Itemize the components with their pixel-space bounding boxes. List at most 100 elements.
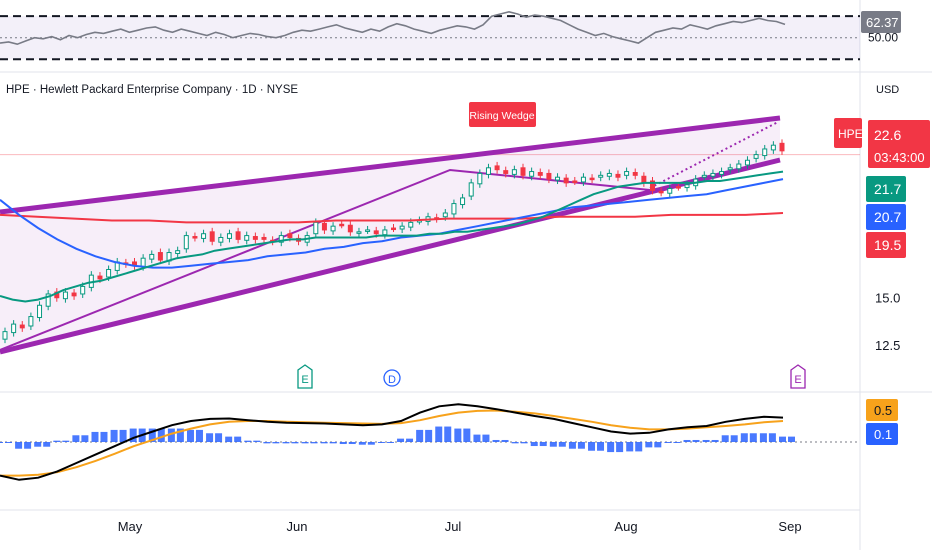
time-tick-label: Sep xyxy=(778,519,801,534)
pattern-label-box xyxy=(469,102,536,127)
macd-histogram-bar xyxy=(119,429,127,442)
macd-histogram-bar xyxy=(62,440,70,442)
macd-histogram-bar xyxy=(435,426,443,442)
macd-histogram-bar xyxy=(425,429,433,442)
macd-histogram-bar xyxy=(616,442,624,453)
macd-histogram-bar xyxy=(148,428,156,442)
candle xyxy=(252,236,258,240)
candle xyxy=(347,224,353,233)
rsi-line xyxy=(0,10,786,46)
candle xyxy=(667,188,673,194)
macd-histogram-bar xyxy=(339,442,347,445)
macd-histogram-bar xyxy=(72,435,80,442)
candle xyxy=(356,231,362,234)
macd-histogram-bar xyxy=(320,442,328,444)
earnings-marker xyxy=(297,364,313,389)
macd-histogram-bar xyxy=(291,442,299,444)
candle xyxy=(106,268,112,278)
candle xyxy=(183,235,189,250)
candle xyxy=(598,174,604,178)
macd-histogram-bar xyxy=(779,436,786,442)
macd-histogram-bar xyxy=(215,433,223,442)
macd-histogram-bar xyxy=(683,439,691,442)
candle xyxy=(244,235,250,241)
candle xyxy=(408,221,414,228)
candle xyxy=(744,159,750,166)
macd-histogram-bar xyxy=(626,442,634,452)
candle xyxy=(572,180,578,183)
wedge-lower-line xyxy=(0,157,781,355)
ma-value-label: 20.7 xyxy=(874,209,901,225)
histogram-value-tag xyxy=(866,423,898,445)
macd-histogram-bar xyxy=(176,428,184,442)
candle xyxy=(511,169,517,175)
candle xyxy=(365,229,371,232)
candle xyxy=(149,253,155,260)
macd-histogram-bar xyxy=(244,440,252,442)
macd-histogram-bar xyxy=(397,438,405,442)
macd-histogram-bar xyxy=(34,442,42,447)
macd-histogram-bar xyxy=(749,433,757,442)
candle xyxy=(520,167,526,176)
macd-histogram-bar xyxy=(272,442,280,444)
countdown-label: 03:43:00 xyxy=(874,150,925,165)
candle xyxy=(615,173,621,178)
macd-histogram-bar xyxy=(692,439,700,442)
macd-histogram-bar xyxy=(530,442,538,447)
candle xyxy=(442,212,448,218)
candle xyxy=(201,233,207,239)
macd-histogram-bar xyxy=(53,440,61,442)
currency-label[interactable]: USD xyxy=(876,84,900,96)
candle xyxy=(460,197,466,206)
ema-slow-line xyxy=(0,212,784,224)
macd-histogram-bar xyxy=(348,442,356,445)
macd-histogram-bar xyxy=(5,442,12,443)
macd-histogram-bar xyxy=(444,426,452,442)
ma-value-label: 21.7 xyxy=(874,181,901,197)
candle xyxy=(546,172,552,180)
macd-histogram-bar xyxy=(730,435,738,442)
candle xyxy=(762,148,768,157)
macd-histogram-bar xyxy=(463,428,471,442)
macd-histogram-bar xyxy=(15,442,23,449)
candle xyxy=(485,167,491,175)
macd-histogram-bar xyxy=(768,433,776,442)
symbol-tag-box xyxy=(834,118,862,148)
event-marker-label: E xyxy=(301,374,308,386)
time-tick-label: Jun xyxy=(287,519,308,534)
price-tick-label: 15.0 xyxy=(875,291,900,306)
macd-histogram-bar xyxy=(24,442,32,449)
candle xyxy=(97,275,103,280)
candle xyxy=(157,252,163,261)
macd-histogram-bar xyxy=(367,442,375,445)
candle xyxy=(580,176,586,183)
macd-histogram-bar xyxy=(195,429,203,442)
candle xyxy=(382,229,388,236)
candle xyxy=(779,142,785,152)
candle xyxy=(650,180,655,191)
candle xyxy=(606,172,612,177)
candle xyxy=(19,324,25,329)
macd-histogram-bar xyxy=(664,442,672,443)
candle xyxy=(287,233,293,238)
candle xyxy=(529,171,535,177)
macd-histogram-bar xyxy=(654,442,662,448)
candle xyxy=(209,231,215,242)
candle xyxy=(537,172,543,176)
macd-histogram-bar xyxy=(520,442,528,444)
ma-value-label: 19.5 xyxy=(874,237,901,253)
macd-histogram-bar xyxy=(0,442,3,443)
dividend-marker xyxy=(383,369,401,387)
event-marker-label: D xyxy=(388,374,396,386)
last-price-label: 22.6 xyxy=(874,127,901,143)
macd-histogram-bar xyxy=(157,428,165,442)
macd-histogram-bar xyxy=(788,436,795,442)
time-tick-label: Jul xyxy=(445,519,462,534)
candle xyxy=(675,186,681,189)
macd-histogram-bar xyxy=(416,429,424,442)
event-marker-label: E xyxy=(794,374,801,386)
candle xyxy=(684,184,690,189)
macd-histogram-bar xyxy=(454,428,462,442)
candle xyxy=(658,190,664,194)
